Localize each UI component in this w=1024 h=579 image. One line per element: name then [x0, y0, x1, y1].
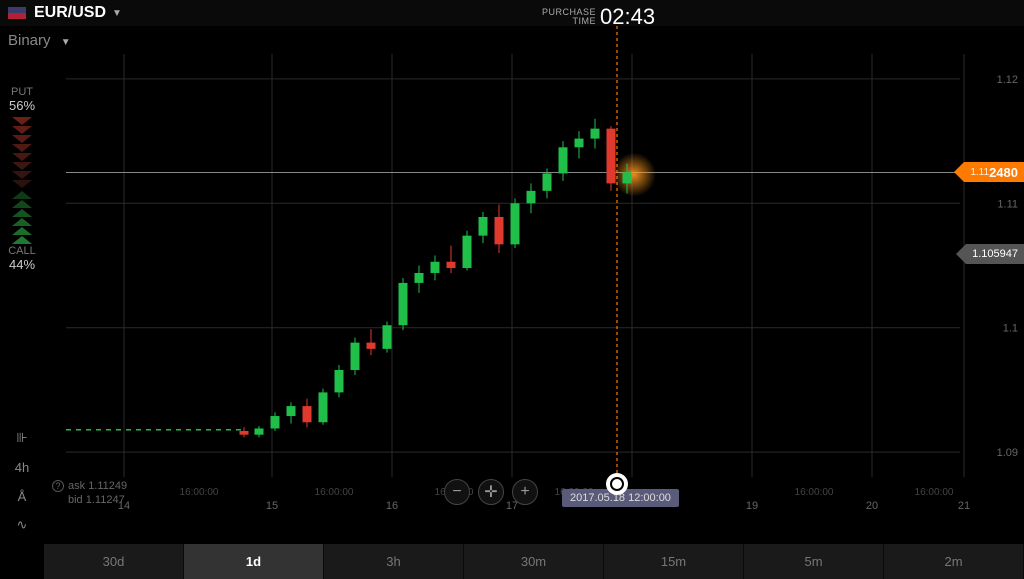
purchase-time-value: 02:43 [600, 4, 655, 30]
drawing-tools-button[interactable]: Å [6, 483, 38, 509]
chart-type-button[interactable]: ⊪ [6, 425, 38, 451]
svg-text:1.1: 1.1 [1003, 323, 1018, 335]
ask-bid-quote: ? ask 1.11249 bid 1.11247 [52, 479, 127, 507]
chart-area[interactable]: 1.091.11.111.121415161719202116:00:0016:… [44, 26, 1024, 544]
purchase-time-label: PURCHASE TIME [542, 8, 596, 26]
timeframe-2m[interactable]: 2m [884, 544, 1024, 579]
flag-icon [8, 7, 26, 19]
chevron-down-icon[interactable]: ▼ [112, 8, 122, 19]
candlestick-chart[interactable]: 1.091.11.111.121415161719202116:00:0016:… [44, 26, 1024, 544]
timeframe-1d[interactable]: 1d [184, 544, 324, 579]
top-bar: EUR/USD ▼ [0, 0, 1024, 26]
svg-text:1.12: 1.12 [997, 74, 1018, 86]
instrument-selector[interactable]: EUR/USD [34, 4, 106, 22]
svg-text:19: 19 [746, 500, 758, 512]
timeframe-15m[interactable]: 15m [604, 544, 744, 579]
call-sentiment: CALL 44% [8, 245, 36, 272]
left-panel: PUT 56% CALL 44% ⊪ 4h Å ∿ [0, 60, 44, 544]
purchase-time: PURCHASE TIME 02:43 [542, 4, 655, 30]
call-value: 44% [8, 257, 36, 272]
zoom-in-button[interactable]: + [512, 479, 538, 505]
corner-filler [0, 544, 44, 579]
ask-label: ask [68, 480, 85, 492]
svg-text:1.11: 1.11 [997, 198, 1018, 210]
help-icon[interactable]: ? [52, 480, 64, 492]
put-value: 56% [9, 98, 35, 113]
timeframe-3h[interactable]: 3h [324, 544, 464, 579]
ref-price-label: 1.105947 [972, 248, 1018, 260]
bid-value: 1.11247 [86, 494, 125, 506]
call-label: CALL [8, 245, 36, 257]
time-marker-icon[interactable] [606, 473, 628, 495]
svg-text:15: 15 [266, 500, 278, 512]
put-sentiment: PUT 56% [9, 86, 35, 113]
price-small: 1.11 [970, 167, 989, 178]
zoom-out-button[interactable]: − [444, 479, 470, 505]
svg-text:16:00:00: 16:00:00 [180, 487, 219, 498]
put-chevrons [12, 117, 32, 189]
price-big: 2480 [989, 165, 1018, 180]
svg-text:16:00:00: 16:00:00 [795, 487, 834, 498]
reference-price-flag: 1.105947 [966, 244, 1024, 264]
current-price-flag: 1.112480 [964, 162, 1024, 182]
call-chevrons [12, 191, 32, 245]
put-label: PUT [9, 86, 35, 98]
recenter-button[interactable]: ✛ [478, 479, 504, 505]
svg-text:16:00:00: 16:00:00 [315, 487, 354, 498]
bid-label: bid [68, 494, 83, 506]
svg-text:1.09: 1.09 [997, 447, 1018, 459]
timeframe-bar: 30d1d3h30m15m5m2m [44, 544, 1024, 579]
ask-value: 1.11249 [88, 480, 127, 492]
timeframe-5m[interactable]: 5m [744, 544, 884, 579]
svg-text:20: 20 [866, 500, 878, 512]
svg-text:21: 21 [958, 500, 970, 512]
indicators-button[interactable]: ∿ [6, 512, 38, 538]
timeframe-4h-button[interactable]: 4h [6, 454, 38, 480]
svg-text:16: 16 [386, 500, 398, 512]
zoom-controls: − ✛ + [444, 479, 538, 505]
timeframe-30d[interactable]: 30d [44, 544, 184, 579]
timeframe-30m[interactable]: 30m [464, 544, 604, 579]
svg-text:16:00:00: 16:00:00 [915, 487, 954, 498]
